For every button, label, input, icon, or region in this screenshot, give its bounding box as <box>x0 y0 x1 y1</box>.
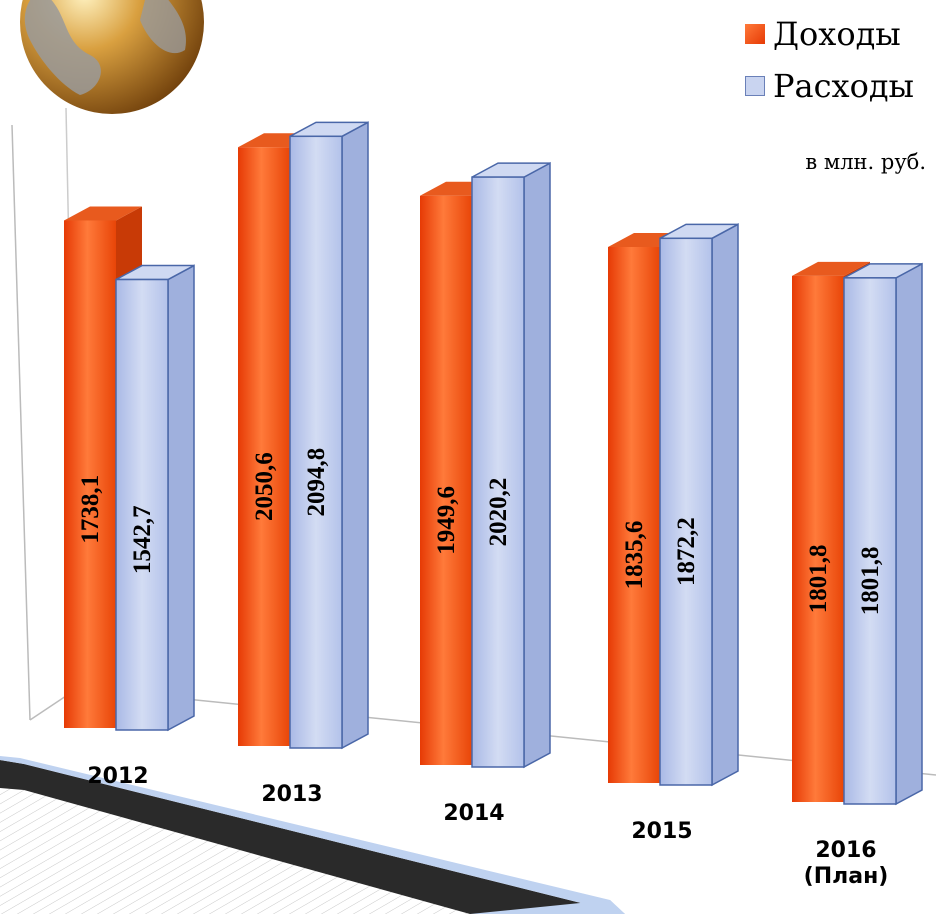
value-label-expense-0: 1542,7 <box>129 505 156 574</box>
bar-expense-3 <box>660 224 738 785</box>
category-label-3: 2015 <box>631 819 692 844</box>
legend-item-expense: Расходы <box>745 60 914 112</box>
legend-label-expense: Расходы <box>773 67 914 105</box>
value-label-expense-2: 2020,2 <box>485 478 512 547</box>
value-label-expense-4: 1801,8 <box>857 547 884 616</box>
globe-icon <box>20 0 204 114</box>
bar-expense-4 <box>844 264 922 804</box>
value-label-expense-1: 2094,8 <box>303 448 330 517</box>
legend-label-income: Доходы <box>773 15 901 53</box>
legend-swatch-income <box>745 24 765 44</box>
value-label-income-3: 1835,6 <box>621 521 648 590</box>
value-label-income-0: 1738,1 <box>77 475 104 544</box>
bar-expense-2 <box>472 163 550 767</box>
category-label-0: 2012 <box>87 764 148 789</box>
unit-label: в млн. руб. <box>805 150 926 174</box>
value-label-income-4: 1801,8 <box>805 545 832 614</box>
value-label-expense-3: 1872,2 <box>673 517 700 586</box>
legend-item-income: Доходы <box>745 8 914 60</box>
category-label-1: 2013 <box>261 782 322 807</box>
value-label-income-1: 2050,6 <box>251 452 278 521</box>
category-label-4: 2016 (План) <box>804 838 889 889</box>
value-label-income-2: 1949,6 <box>433 486 460 555</box>
bar-expense-1 <box>290 122 368 748</box>
bars-layer: 1738,1 1542,7 2050,6 2094,8 1949,6 2020,2 1835… <box>64 122 922 804</box>
legend: Доходы Расходы <box>745 8 914 112</box>
bar-expense-0 <box>116 266 194 730</box>
legend-swatch-expense <box>745 76 765 96</box>
category-label-2: 2014 <box>443 801 504 826</box>
